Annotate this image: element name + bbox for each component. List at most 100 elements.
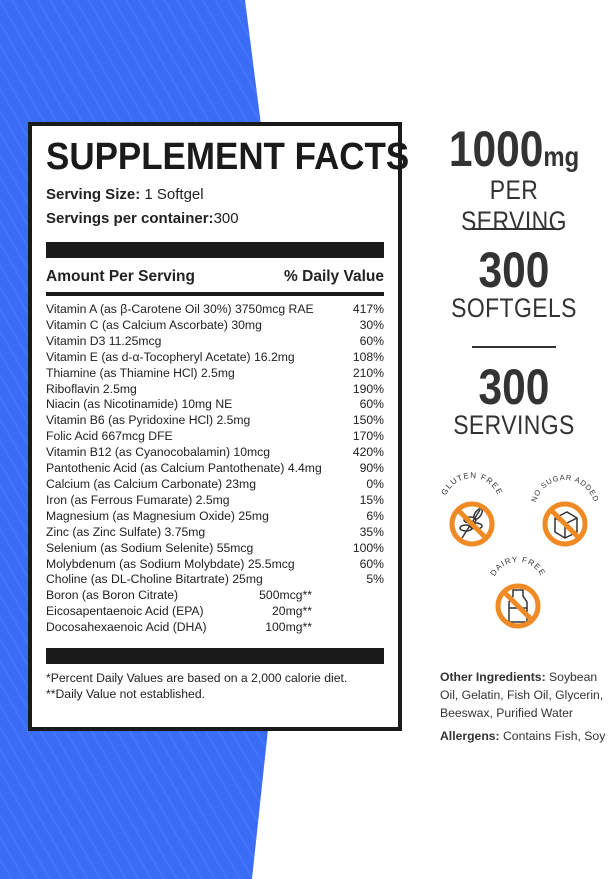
nutrient-dv: 190% — [352, 381, 384, 396]
other-ingredients-value: Soybean Oil, Gelatin, Fish Oil, Glycerin… — [440, 670, 604, 720]
footnote: **Daily Value not established. — [46, 687, 205, 702]
nutrient-dv: 100% — [352, 540, 384, 555]
nutrient-row: Vitamin A (as β-Carotene Oil 30%) 3750mc… — [46, 302, 384, 318]
nutrient-dv: 150% — [352, 413, 384, 428]
nutrient-dv: 5% — [366, 572, 384, 587]
divider-bar — [46, 648, 384, 665]
nutrient-list: Vitamin A (as β-Carotene Oil 30%) 3750mc… — [46, 302, 384, 636]
nutrient-row: Selenium (as Sodium Selenite) 55mcg 100% — [46, 541, 384, 557]
nutrient-row: Molybdenum (as Sodium Molybdate) 25.5mcg… — [46, 557, 384, 573]
divider-bar — [46, 242, 384, 258]
badge-text: GLUTEN FREE — [440, 471, 504, 497]
nutrient-name: Docosahexaenoic Acid (DHA) — [46, 620, 207, 635]
nutrient-name: Niacin (as Nicotinamide) 10mg NE — [46, 397, 233, 412]
nutrient-row: Choline (as DL-Choline Bitartrate) 25mg 5… — [46, 572, 384, 588]
nutrient-name: Vitamin A (as β-Carotene Oil 30%) 3750mc… — [46, 302, 314, 316]
dv-header: % Daily Value — [284, 268, 384, 285]
nutrient-amount: 100mg** — [265, 620, 312, 635]
nutrient-name: Vitamin B12 (as Cyanocobalamin) 10mcg — [46, 445, 270, 460]
nutrient-row: Riboflavin 2.5mg 190% — [46, 382, 384, 398]
badge-text: DAIRY FREE — [489, 555, 547, 578]
dose-caption: PER SERVING — [461, 175, 567, 236]
gluten-free-badge: GLUTEN FREE — [440, 471, 505, 547]
svg-text:DAIRY FREE: DAIRY FREE — [489, 555, 548, 578]
supplement-facts-panel: SUPPLEMENT FACTS Serving Size: 1 Softgel… — [28, 122, 410, 731]
nutrient-name: Folic Acid 667mcg DFE — [46, 429, 173, 444]
nutrient-name: Vitamin C (as Calcium Ascorbate) 30mg — [46, 317, 262, 332]
nutrient-name: Magnesium (as Magnesium Oxide) 25mg — [46, 508, 269, 523]
serving-size-value: 1 Softgel — [144, 186, 204, 203]
nutrient-dv: 15% — [359, 492, 384, 507]
nutrient-row: Magnesium (as Magnesium Oxide) 25mg 6% — [46, 509, 384, 525]
other-ingredients: Other Ingredients: Soybean Oil, Gelatin,… — [440, 668, 608, 722]
nutrient-row: Vitamin B6 (as Pyridoxine HCl) 2.5mg 150% — [46, 413, 384, 429]
badge-text: NO SUGAR ADDED — [529, 473, 600, 503]
divider — [472, 346, 556, 348]
nutrient-name: Vitamin D3 11.25mcg — [46, 333, 162, 348]
allergens-label: Allergens: — [440, 729, 500, 743]
nutrient-name: Molybdenum (as Sodium Molybdate) 25.5mcg — [46, 556, 295, 571]
dose-value: 1000 — [448, 121, 544, 177]
nutrient-name: Selenium (as Sodium Selenite) 55mcg — [46, 540, 254, 555]
nutrient-row: Pantothenic Acid (as Calcium Pantothenat… — [46, 461, 384, 477]
divider — [472, 228, 556, 230]
nutrient-dv: 210% — [352, 365, 384, 380]
nutrient-row: Thiamine (as Thiamine HCl) 2.5mg 210% — [46, 366, 384, 382]
nutrient-dv: 30% — [359, 317, 384, 332]
nutrient-dv: 170% — [352, 429, 384, 444]
svg-text:NO SUGAR ADDED: NO SUGAR ADDED — [529, 473, 601, 503]
panel-title: SUPPLEMENT FACTS — [46, 136, 410, 178]
nutrient-row: Boron (as Boron Citrate) 500mcg** — [46, 588, 384, 604]
nutrient-dv: 6% — [366, 508, 384, 523]
nutrient-row: Iron (as Ferrous Fumarate) 2.5mg 15% — [46, 493, 384, 509]
nutrient-dv: 417% — [352, 302, 384, 316]
nutrient-row: Vitamin E (as d-α-Tocopheryl Acetate) 16… — [46, 350, 384, 366]
nutrient-amount: 20mg** — [272, 604, 312, 619]
servings-label: Servings per container: — [46, 210, 214, 227]
nutrient-dv: 108% — [352, 349, 384, 364]
amount-header: Amount Per Serving — [46, 268, 195, 285]
nutrient-name: Vitamin B6 (as Pyridoxine HCl) 2.5mg — [46, 413, 251, 428]
softgels-value: 300 — [478, 242, 550, 298]
no-sugar-added-badge: NO SUGAR ADDED — [529, 473, 601, 547]
nutrient-name: Boron (as Boron Citrate) — [46, 588, 179, 603]
nutrient-name: Thiamine (as Thiamine HCl) 2.5mg — [46, 365, 235, 380]
table-header: Amount Per Serving % Daily Value — [46, 268, 384, 296]
nutrient-row: Vitamin C (as Calcium Ascorbate) 30mg 30% — [46, 318, 384, 334]
nutrient-dv: 0% — [366, 476, 384, 491]
softgels-caption: SOFTGELS — [451, 293, 577, 323]
svg-text:GLUTEN FREE: GLUTEN FREE — [440, 471, 505, 497]
nutrient-name: Vitamin E (as d-α-Tocopheryl Acetate) 16… — [46, 349, 295, 364]
servings-value: 300 — [213, 210, 239, 227]
servings-caption: SERVINGS — [453, 410, 575, 440]
nutrient-row: Calcium (as Calcium Carbonate) 23mg 0% — [46, 477, 384, 493]
nutrient-row: Vitamin D3 11.25mcg 60% — [46, 334, 384, 350]
nutrient-dv: 60% — [359, 397, 384, 412]
nutrient-row: Niacin (as Nicotinamide) 10mg NE 60% — [46, 397, 384, 413]
nutrient-row: Eicosapentaenoic Acid (EPA) 20mg** — [46, 604, 384, 620]
servings-per-container: Servings per container:300 — [46, 208, 384, 230]
nutrient-name: Eicosapentaenoic Acid (EPA) — [46, 604, 204, 619]
nutrient-name: Choline (as DL-Choline Bitartrate) 25mg — [46, 572, 263, 587]
nutrient-row: Docosahexaenoic Acid (DHA) 100mg** — [46, 620, 384, 636]
nutrient-name: Riboflavin 2.5mg — [46, 381, 137, 396]
footnote: *Percent Daily Values are based on a 2,0… — [46, 671, 348, 686]
dose-unit: mg — [543, 141, 580, 172]
nutrient-dv: 35% — [359, 524, 384, 539]
nutrient-row: Zinc (as Zinc Sulfate) 3.75mg 35% — [46, 525, 384, 541]
nutrient-dv: 60% — [359, 556, 384, 571]
nutrient-name: Calcium (as Calcium Carbonate) 23mg — [46, 476, 256, 491]
servings-stat-value: 300 — [478, 359, 550, 415]
dairy-free-badge: DAIRY FREE — [489, 555, 548, 629]
nutrient-dv: 60% — [359, 333, 384, 348]
allergens-value: Contains Fish, Soy — [503, 729, 606, 743]
serving-size: Serving Size: 1 Softgel — [46, 184, 384, 206]
serving-size-label: Serving Size: — [46, 186, 141, 203]
nutrient-amount: 500mcg** — [259, 588, 312, 603]
nutrient-row: Vitamin B12 (as Cyanocobalamin) 10mcg 420… — [46, 445, 384, 461]
nutrient-name: Zinc (as Zinc Sulfate) 3.75mg — [46, 524, 206, 539]
nutrient-dv: 90% — [359, 461, 384, 476]
other-ingredients-label: Other Ingredients: — [440, 670, 546, 684]
nutrient-row: Folic Acid 667mcg DFE 170% — [46, 429, 384, 445]
nutrient-dv: 420% — [352, 445, 384, 460]
